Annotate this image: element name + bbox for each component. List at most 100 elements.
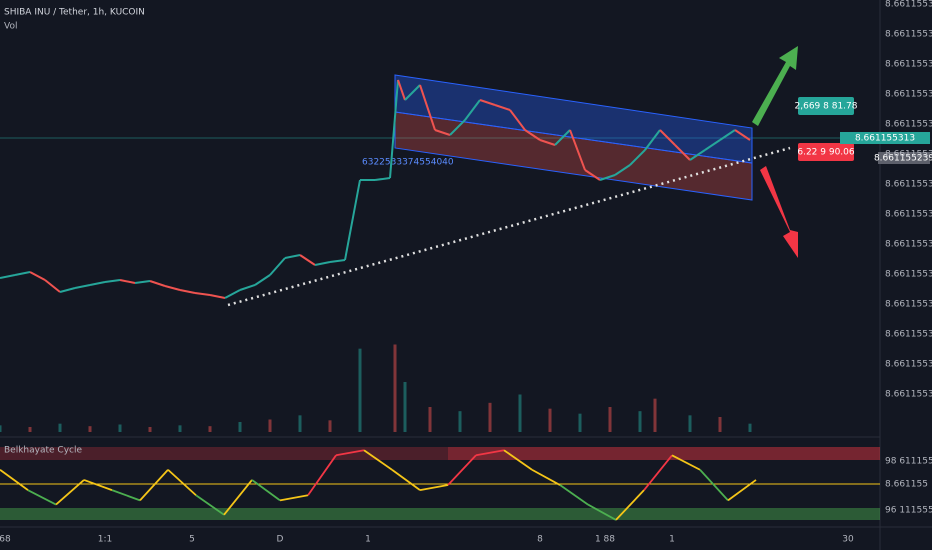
upper-label-box: [798, 97, 854, 115]
price-segment: [494, 104, 511, 111]
volume-bar: [428, 407, 432, 432]
volume-label: Vol: [4, 22, 17, 32]
volume-bar: [238, 422, 242, 432]
price-segment: [554, 129, 571, 146]
volume-bar: [28, 427, 32, 432]
volume-bar: [653, 398, 657, 432]
upper-label: 2,669 8 81.78: [795, 102, 858, 112]
price-segment: [584, 169, 601, 181]
volume-bar: [518, 394, 522, 432]
cycle-segment: [111, 489, 141, 502]
price-segment: [254, 274, 271, 286]
price-segment: [149, 280, 166, 287]
price-segment: [524, 129, 541, 141]
volume-bar: [578, 413, 582, 432]
price-axis-label: 8.66115533: [885, 360, 932, 370]
cycle-high-band: [448, 447, 880, 460]
down-arrow: [760, 166, 798, 258]
volume-bar: [328, 420, 332, 432]
cycle-high-band: [0, 447, 880, 460]
price-segment: [239, 284, 256, 291]
cycle-segment: [671, 454, 701, 471]
cycle-segment: [419, 484, 449, 492]
price-segment: [674, 144, 691, 161]
price-segment: [704, 139, 721, 151]
price-segment: [119, 279, 136, 284]
cycle-segment: [615, 489, 645, 521]
price-axis-label: 8.66115533: [885, 240, 932, 250]
price-axis-label: 8.66115533: [885, 60, 932, 70]
price-tag: 8.661155313: [855, 134, 915, 144]
volume-bar: [688, 415, 692, 432]
price-axis-label: 8.66115533: [885, 390, 932, 400]
time-label: 30: [842, 535, 854, 545]
price-segment: [164, 285, 181, 291]
cycle-segment: [307, 454, 337, 496]
cycle-segment: [139, 469, 169, 501]
price-segment: [74, 284, 91, 289]
price-segment: [419, 84, 436, 131]
price-segment: [269, 257, 286, 276]
volume-bar: [268, 419, 272, 432]
volume-bar: [403, 382, 407, 432]
cycle-axis-label: 98 6111553: [885, 457, 932, 467]
price-tag-box: [840, 132, 930, 144]
lower-label-box: [798, 143, 854, 161]
price-axis-label: 8.66115533: [885, 330, 932, 340]
cycle-axis-label: 96 1115558: [885, 506, 932, 516]
time-label: 5: [189, 535, 195, 545]
indicator-label: Belkhayate Cycle: [4, 446, 82, 456]
channel-lower: [394, 111, 753, 201]
cycle-axis-label: 8.661155: [885, 480, 928, 490]
price-segment: [599, 174, 616, 181]
cycle-segment: [335, 449, 365, 457]
volume-bar: [118, 424, 122, 432]
volume-bar: [608, 407, 612, 432]
price-segment: [569, 129, 586, 171]
price-segment: [689, 149, 706, 161]
cycle-segment: [447, 454, 477, 486]
cycle-segment: [0, 469, 29, 491]
volume-bar: [88, 426, 92, 432]
cycle-segment: [531, 468, 561, 486]
price-segment: [464, 99, 481, 121]
cycle-segment: [195, 494, 225, 516]
volume-bar: [0, 425, 2, 432]
cycle-segment: [559, 484, 589, 506]
cycle-segment: [587, 503, 617, 521]
volume-bar: [298, 415, 302, 432]
time-label: 1: [365, 535, 371, 545]
cycle-segment: [727, 479, 757, 502]
time-label: D: [277, 535, 284, 545]
price-tag-2-box: [878, 152, 930, 164]
cycle-low-band: [0, 508, 880, 520]
price-axis-label: 8.66115533: [885, 0, 932, 10]
price-segment: [29, 271, 46, 281]
price-segment: [719, 129, 736, 141]
price-segment: [194, 292, 211, 296]
price-axis-label: 8.66115533: [885, 30, 932, 40]
price-tag-2: 8.661155239: [874, 154, 932, 164]
price-segment: [539, 139, 556, 146]
volume-bar: [488, 402, 492, 432]
time-label: 1 88: [595, 535, 615, 545]
cycle-segment: [55, 479, 85, 506]
volume-bar: [58, 423, 62, 432]
cycle-segment: [699, 469, 729, 501]
volume-bar: [638, 411, 642, 432]
price-axis-label: 8.66115533: [885, 180, 932, 190]
price-segment: [0, 274, 16, 279]
price-axis-label: 8.66115533: [885, 270, 932, 280]
cycle-segment: [251, 479, 281, 502]
price-segment: [397, 79, 406, 101]
price-segment: [374, 177, 391, 181]
volume-bar: [748, 423, 752, 432]
price-segment: [59, 287, 76, 293]
volume-bar: [208, 426, 212, 432]
time-label: 68: [0, 535, 11, 545]
cycle-segment: [279, 494, 309, 502]
price-segment: [14, 271, 31, 276]
